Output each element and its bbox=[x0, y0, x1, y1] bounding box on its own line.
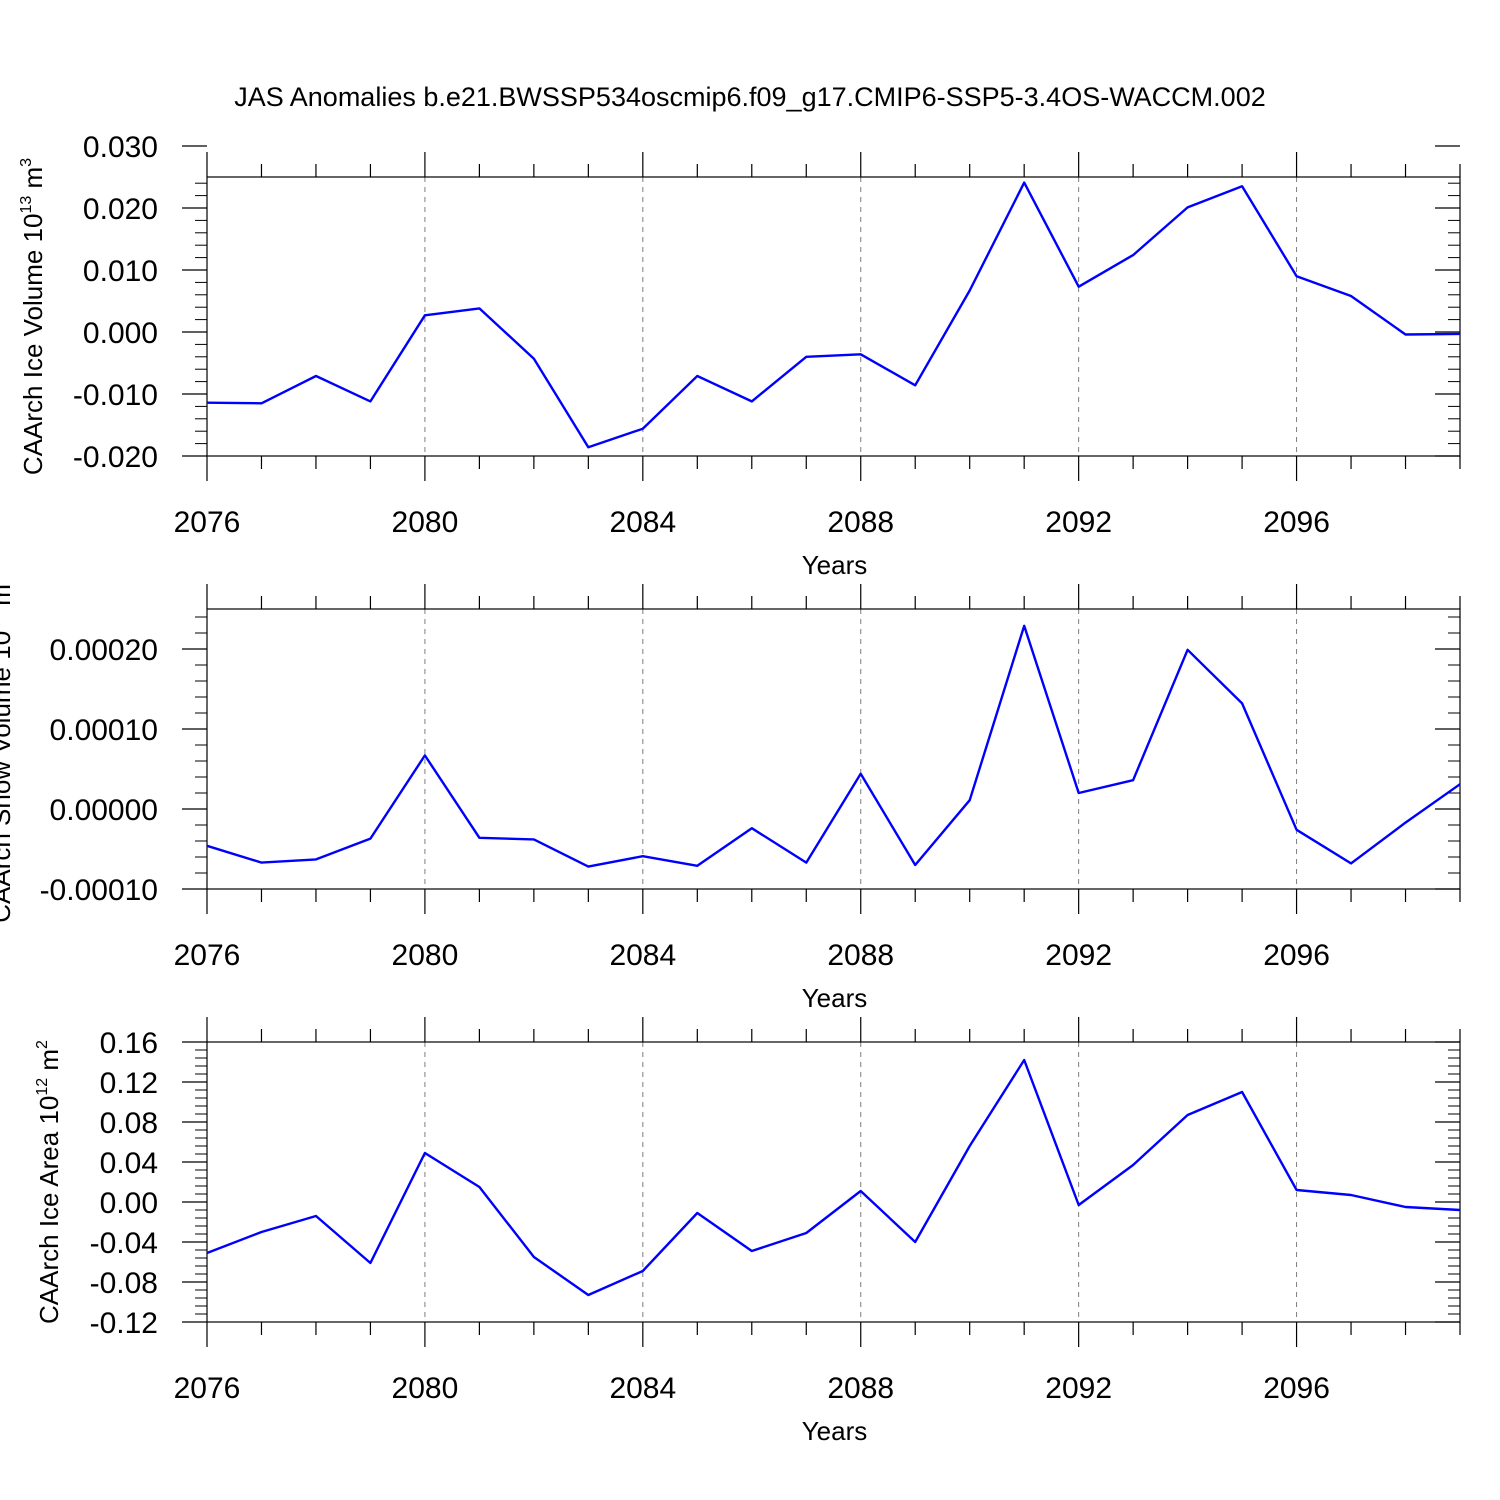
chart-panel-ice-area: 2076 2080 2084 2088 2092 2096 -0.12 -0.08 -0.04 0… bbox=[34, 1017, 1461, 1446]
x-tick-label: 2076 bbox=[174, 506, 241, 539]
chart-panel-snow-volume: 2076 2080 2084 2088 2092 2096 -0.00010 0.00000 0… bbox=[0, 575, 1461, 1013]
y-tick-label: 0.04 bbox=[100, 1147, 158, 1180]
x-tick-label: 2096 bbox=[1263, 939, 1330, 972]
y-tick-label: -0.04 bbox=[90, 1227, 158, 1260]
x-axis-title: Years bbox=[802, 550, 868, 580]
x-tick-label: 2076 bbox=[174, 939, 241, 972]
y-tick-label: -0.00010 bbox=[40, 874, 158, 907]
x-tick-label: 2088 bbox=[827, 1372, 894, 1405]
x-axis-title: Years bbox=[802, 983, 868, 1013]
x-tick-label: 2084 bbox=[609, 939, 676, 972]
x-tick-label: 2088 bbox=[827, 506, 894, 539]
x-tick-label: 2092 bbox=[1045, 1372, 1112, 1405]
plot-frame bbox=[206, 1041, 1461, 1323]
y-tick-label: 0.00000 bbox=[50, 794, 158, 827]
x-tick-label: 2084 bbox=[609, 506, 676, 539]
y-axis-title: CAArch Ice Area 1012 m2 bbox=[34, 1040, 64, 1324]
x-axis-title: Years bbox=[802, 1416, 868, 1446]
y-tick-label: -0.12 bbox=[90, 1307, 158, 1340]
series-line-ice-area bbox=[206, 1058, 1461, 1297]
x-tick-label: 2092 bbox=[1045, 939, 1112, 972]
plot-frame bbox=[206, 176, 1461, 457]
x-tick-label: 2080 bbox=[392, 506, 459, 539]
y-tick-label: -0.020 bbox=[73, 441, 158, 474]
y-tick-label: 0.00010 bbox=[50, 714, 158, 747]
y-tick-label: -0.08 bbox=[90, 1267, 158, 1300]
y-tick-label: 0.08 bbox=[100, 1107, 158, 1140]
y-axis-title: CAArch Snow Volume 1013 m3 bbox=[0, 575, 16, 923]
x-tick-label: 2084 bbox=[609, 1372, 676, 1405]
figure-title: JAS Anomalies b.e21.BWSSP534oscmip6.f09_… bbox=[234, 82, 1265, 112]
y-tick-label: 0.000 bbox=[83, 317, 158, 350]
x-tick-label: 2096 bbox=[1263, 1372, 1330, 1405]
y-tick-label: 0.010 bbox=[83, 255, 158, 288]
x-tick-label: 2080 bbox=[392, 1372, 459, 1405]
plot-frame bbox=[206, 608, 1461, 890]
y-axis-title: CAArch Ice Volume 1013 m3 bbox=[18, 158, 48, 475]
x-tick-label: 2080 bbox=[392, 939, 459, 972]
y-tick-label: -0.010 bbox=[73, 379, 158, 412]
y-tick-label: 0.00 bbox=[100, 1187, 158, 1220]
y-tick-label: 0.12 bbox=[100, 1067, 158, 1100]
y-tick-label: 0.00020 bbox=[50, 634, 158, 667]
y-tick-label: 0.030 bbox=[83, 131, 158, 164]
x-tick-label: 2096 bbox=[1263, 506, 1330, 539]
x-tick-label: 2088 bbox=[827, 939, 894, 972]
panels: 2076 2080 2084 2088 2092 2096 -0.020 -0.010 0.00… bbox=[0, 131, 1461, 1446]
chart-panel-ice-volume: 2076 2080 2084 2088 2092 2096 -0.020 -0.010 0.00… bbox=[18, 131, 1461, 580]
x-tick-label: 2092 bbox=[1045, 506, 1112, 539]
y-tick-label: 0.16 bbox=[100, 1027, 158, 1060]
series-line-ice-volume bbox=[206, 181, 1461, 449]
x-tick-label: 2076 bbox=[174, 1372, 241, 1405]
y-tick-label: 0.020 bbox=[83, 193, 158, 226]
series-line-snow-volume bbox=[206, 624, 1461, 868]
